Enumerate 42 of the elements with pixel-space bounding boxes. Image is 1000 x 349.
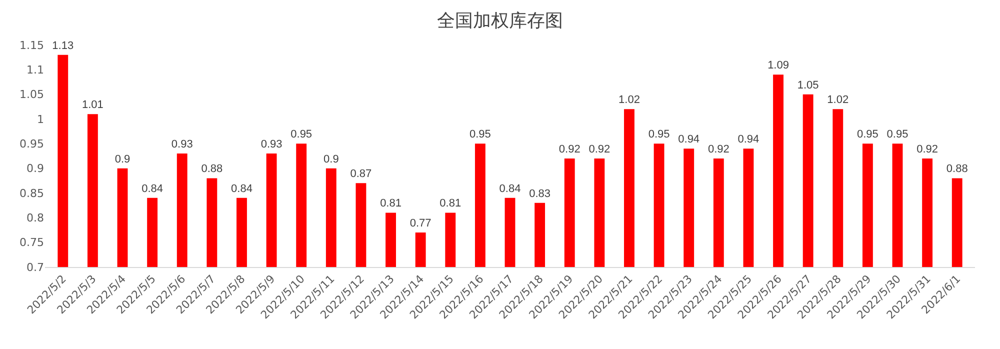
y-tick-label: 0.8	[26, 212, 44, 225]
data-label: 1.01	[82, 99, 104, 112]
data-label: 0.88	[946, 163, 968, 176]
y-tick-label: 1.15	[20, 38, 44, 52]
y-tick-label: 0.85	[20, 186, 44, 200]
data-label: 1.05	[797, 79, 819, 92]
data-label: 0.81	[440, 198, 462, 210]
data-label: 0.95	[886, 128, 908, 141]
data-label: 0.92	[588, 143, 610, 156]
y-tick-label: 0.75	[20, 236, 44, 250]
y-tick-label: 0.7	[26, 260, 44, 274]
data-label: 1.02	[827, 94, 849, 106]
data-label: 0.88	[201, 163, 223, 176]
data-label: 0.92	[558, 143, 580, 156]
data-label: 1.13	[52, 40, 74, 52]
y-tick-label: 0.9	[26, 162, 44, 176]
y-tick-label: 1.1	[26, 64, 44, 77]
data-label: 1.02	[618, 94, 640, 106]
data-label: 0.94	[738, 134, 760, 146]
data-label: 0.94	[678, 134, 700, 146]
data-label: 0.87	[350, 168, 372, 180]
data-label: 0.77	[410, 217, 432, 230]
data-label: 1.09	[768, 60, 789, 72]
data-label: 0.81	[380, 198, 402, 210]
data-label: 0.92	[916, 143, 938, 156]
data-label: 0.84	[231, 182, 252, 195]
data-label: 0.92	[708, 143, 730, 156]
y-tick-label: 1	[37, 112, 44, 126]
data-label: 0.95	[648, 128, 670, 141]
y-tick-label: 0.95	[20, 138, 44, 151]
chart-title: 全国加权库存图	[437, 10, 563, 32]
data-label: 0.9	[114, 153, 130, 166]
data-label: 0.84	[142, 182, 164, 195]
data-label: 0.95	[469, 128, 491, 141]
data-label: 0.84	[499, 182, 521, 195]
data-label: 0.83	[529, 188, 551, 200]
data-label: 0.95	[290, 128, 312, 141]
y-tick-label: 1.05	[20, 88, 44, 102]
data-label: 0.93	[171, 138, 193, 151]
data-label: 0.93	[260, 138, 282, 151]
data-label: 0.9	[324, 153, 339, 166]
data-label: 0.95	[856, 128, 878, 141]
